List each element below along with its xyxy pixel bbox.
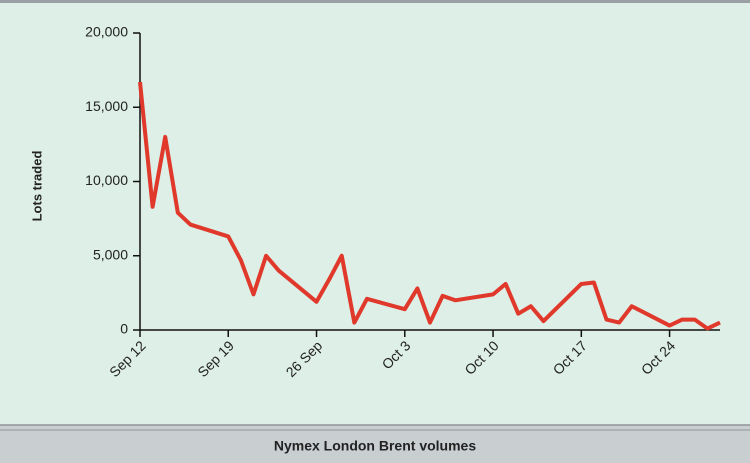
x-tick-label: Oct 17 — [550, 337, 591, 378]
y-tick-label: 10,000 — [85, 172, 128, 188]
y-axis-label: Lots traded — [29, 151, 44, 222]
x-tick-label: 26 Sep — [283, 337, 326, 380]
y-tick-label: 0 — [120, 321, 128, 337]
data-line — [138, 81, 721, 331]
y-tick-label: 20,000 — [85, 24, 128, 40]
x-tick-label: Oct 3 — [379, 337, 414, 372]
caption-bar — [0, 425, 750, 463]
y-tick-label: 15,000 — [85, 98, 128, 114]
top-border — [0, 0, 750, 3]
caption: Nymex London Brent volumes — [274, 438, 476, 454]
x-tick-label: Oct 24 — [638, 337, 679, 378]
x-tick-label: Sep 19 — [194, 337, 237, 380]
x-tick-label: Oct 10 — [461, 337, 502, 378]
x-tick-label: Sep 12 — [106, 337, 149, 380]
y-tick-label: 5,000 — [93, 246, 128, 262]
